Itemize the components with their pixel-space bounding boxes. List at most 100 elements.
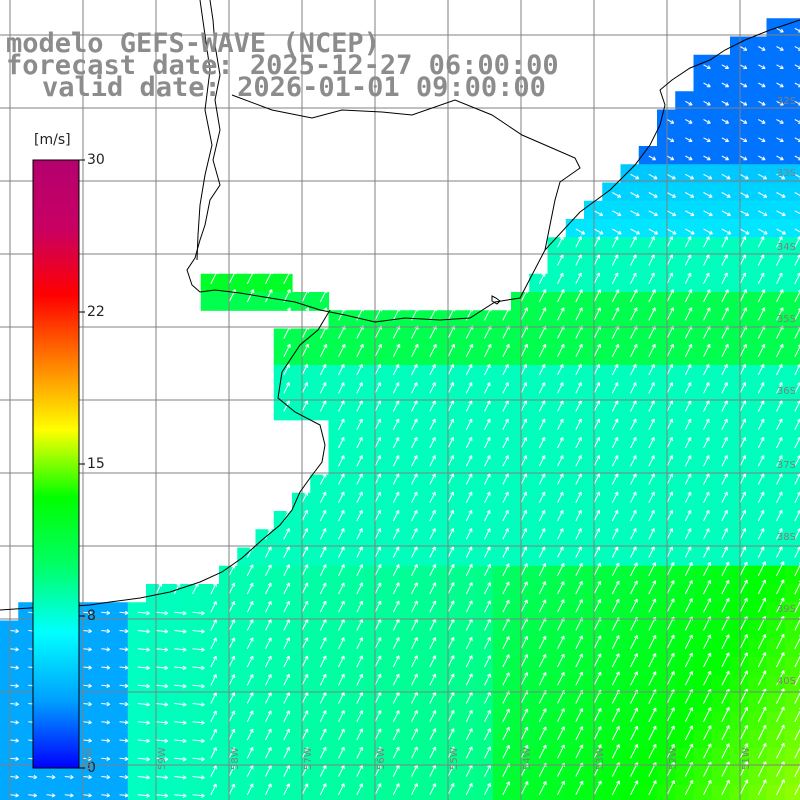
field-cell	[584, 419, 603, 439]
field-cell	[693, 383, 713, 403]
wind-arrow	[557, 272, 564, 285]
field-cell	[602, 565, 622, 585]
field-cell	[419, 438, 439, 457]
field-cell	[365, 529, 384, 549]
wind-arrow	[374, 382, 382, 394]
field-cell	[365, 456, 384, 476]
field-cell	[164, 766, 184, 786]
wind-arrow	[374, 307, 382, 321]
wind-arrow	[776, 779, 785, 796]
field-cell	[675, 638, 695, 658]
wind-arrow	[447, 363, 455, 376]
wind-arrow	[9, 756, 19, 761]
field-cell	[109, 638, 129, 658]
field-cell	[346, 529, 366, 549]
wind-arrow	[374, 673, 382, 686]
wind-arrow	[137, 775, 150, 780]
wind-arrow	[265, 270, 273, 285]
field-cell	[638, 730, 658, 749]
field-cell	[456, 328, 476, 348]
wind-arrow	[684, 272, 692, 285]
field-cell	[182, 602, 202, 622]
wind-arrow	[758, 192, 768, 198]
field-cell	[365, 657, 384, 676]
wind-arrow	[630, 562, 638, 577]
field-cell	[0, 675, 19, 695]
field-cell	[474, 438, 494, 457]
field-cell	[492, 693, 512, 713]
wind-arrow	[593, 509, 601, 522]
field-cell	[529, 529, 549, 549]
wind-arrow	[338, 600, 345, 613]
field-cell	[602, 784, 622, 800]
wind-arrow	[703, 779, 712, 796]
wind-arrow	[374, 509, 382, 522]
field-cell	[419, 511, 439, 530]
wind-arrow	[593, 546, 601, 558]
field-cell	[529, 584, 549, 603]
field-cell	[310, 565, 330, 585]
wind-arrow	[648, 473, 655, 485]
field-cell	[419, 346, 439, 366]
field-cell	[766, 474, 786, 494]
wind-arrow	[301, 382, 309, 394]
wind-arrow	[703, 119, 711, 124]
wind-arrow	[575, 382, 582, 394]
wind-arrow	[557, 671, 565, 686]
wind-arrow	[757, 561, 766, 577]
field-cell	[474, 529, 494, 549]
field-cell	[766, 638, 786, 658]
wind-arrow	[356, 382, 363, 394]
field-cell	[146, 602, 165, 622]
wind-arrow	[666, 363, 674, 376]
wind-arrow	[630, 228, 640, 235]
wind-arrow	[739, 491, 747, 504]
field-cell	[346, 620, 366, 640]
field-cell	[419, 584, 439, 603]
field-cell	[657, 565, 676, 585]
field-cell	[711, 383, 731, 403]
field-cell	[602, 255, 622, 275]
field-cell	[565, 748, 585, 768]
field-cell	[328, 766, 348, 786]
wind-arrow	[557, 509, 564, 522]
wind-arrow	[648, 155, 657, 161]
wind-arrow	[392, 546, 400, 558]
field-cell	[511, 748, 530, 768]
field-cell	[748, 474, 768, 494]
wind-arrow	[630, 546, 637, 558]
wind-arrow	[228, 674, 236, 686]
field-cell	[620, 492, 640, 512]
field-cell	[109, 693, 129, 713]
wind-arrow	[338, 400, 345, 412]
field-cell	[693, 328, 713, 348]
field-cell	[219, 784, 238, 800]
wind-arrow	[757, 597, 767, 613]
field-cell	[529, 492, 549, 512]
wind-arrow	[228, 601, 236, 613]
field-cell	[602, 219, 622, 238]
wind-arrow	[538, 289, 547, 303]
field-cell	[657, 237, 676, 257]
field-cell	[346, 365, 366, 384]
field-cell	[547, 346, 567, 366]
wind-arrow	[301, 289, 309, 303]
wind-arrow	[684, 509, 692, 522]
wind-arrow	[319, 400, 327, 412]
wind-arrow	[721, 436, 728, 449]
wind-arrow	[721, 743, 730, 759]
wind-arrow	[776, 706, 785, 723]
field-cell	[529, 456, 549, 476]
wind-arrow	[411, 691, 418, 704]
wind-arrow	[411, 582, 418, 595]
wind-arrow	[484, 455, 491, 467]
field-cell	[766, 273, 786, 293]
field-cell	[365, 328, 384, 348]
wind-arrow	[703, 343, 711, 358]
field-cell	[711, 292, 731, 311]
wind-arrow	[703, 473, 710, 485]
field-cell	[456, 310, 476, 330]
wind-arrow	[630, 382, 637, 394]
field-cell	[182, 675, 202, 695]
field-cell	[492, 565, 512, 585]
